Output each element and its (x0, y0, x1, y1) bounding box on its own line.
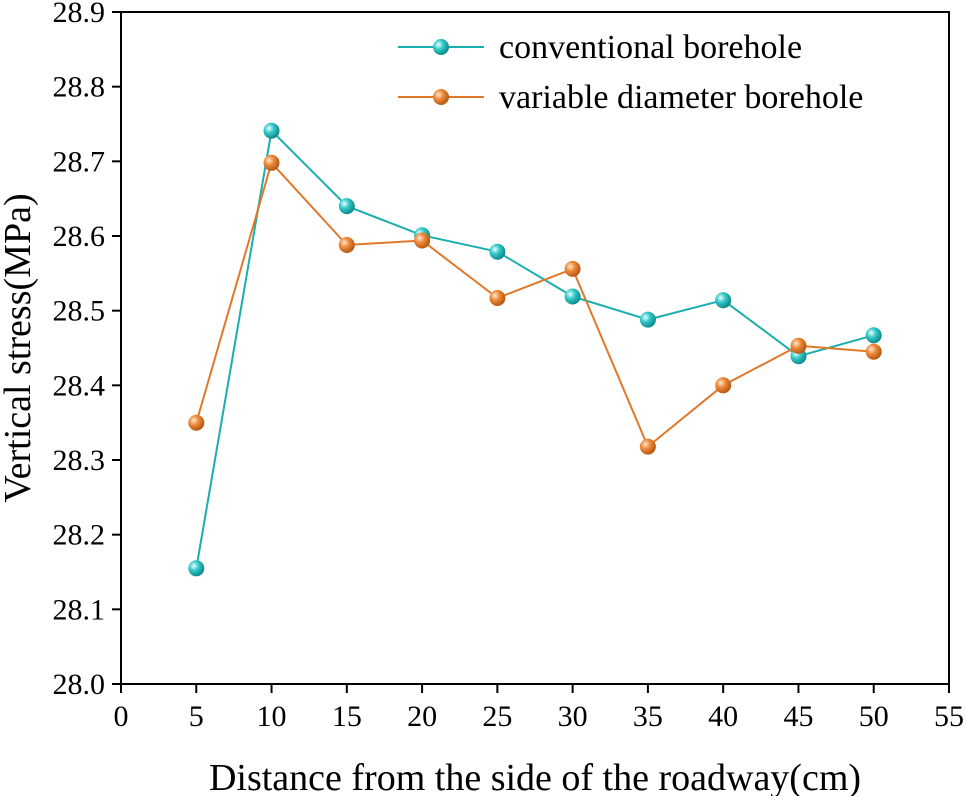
x-tick-label: 10 (257, 700, 287, 733)
data-point-variable-45 (790, 337, 807, 354)
y-tick-label: 28.1 (53, 593, 106, 626)
x-tick-label: 25 (482, 700, 512, 733)
data-point-variable-40 (715, 377, 732, 394)
x-tick-label: 15 (332, 700, 362, 733)
data-point-variable-5 (188, 414, 205, 431)
data-point-conventional-30 (564, 288, 581, 305)
data-point-variable-25 (489, 290, 506, 306)
data-point-variable-15 (338, 237, 355, 253)
data-point-variable-20 (414, 232, 431, 249)
data-point-conventional-35 (639, 311, 656, 328)
x-tick-label: 5 (189, 700, 204, 733)
x-tick-label: 35 (633, 700, 663, 733)
data-point-conventional-5 (188, 560, 205, 577)
x-axis-title: Distance from the side of the roadway(cm… (209, 757, 861, 796)
y-tick-label: 28.4 (53, 369, 106, 402)
data-point-conventional-40 (715, 292, 732, 309)
data-point-variable-30 (564, 260, 581, 277)
x-tick-label: 45 (783, 700, 813, 733)
series-line-variable (195, 161, 874, 448)
y-tick-label: 28.7 (53, 145, 106, 178)
legend-marker-variable (433, 89, 449, 105)
data-point-variable-50 (865, 343, 882, 360)
x-tick-label: 30 (558, 700, 588, 733)
y-axis: 28.0 28.1 28.2 28.3 28.4 28.5 28.6 28.7 28.8 28.9 (53, 0, 121, 701)
x-tick-label: 40 (708, 700, 738, 733)
data-point-conventional-50 (865, 327, 882, 344)
x-tick-label: 50 (859, 700, 889, 733)
legend: conventional borehole variable diameter … (398, 29, 863, 116)
y-tick-label: 28.8 (53, 71, 106, 104)
data-point-conventional-10 (263, 122, 280, 139)
y-tick-label: 28.9 (53, 0, 106, 29)
y-tick-label: 28.2 (53, 519, 106, 552)
y-tick-label: 28.6 (53, 220, 106, 253)
y-tick-label: 28.3 (53, 444, 106, 477)
data-point-variable-35 (639, 438, 656, 455)
y-tick-label: 28.0 (53, 668, 106, 701)
x-tick-label: 20 (407, 700, 437, 733)
series-layer (188, 122, 882, 577)
plot-frame (120, 11, 950, 685)
series-line-conventional (195, 129, 874, 569)
x-axis: 0 5 10 15 20 25 30 35 40 45 50 55 (114, 684, 964, 733)
legend-label-conventional: conventional borehole (499, 29, 802, 66)
y-tick-label: 28.5 (53, 295, 106, 328)
x-tick-label: 0 (114, 700, 129, 733)
legend-label-variable: variable diameter borehole (499, 79, 863, 116)
data-point-variable-10 (263, 154, 280, 171)
x-tick-label: 55 (934, 700, 964, 733)
data-point-conventional-25 (489, 243, 506, 260)
y-axis-title: Vertical stress(MPa) (0, 193, 39, 502)
legend-marker-conventional (433, 39, 449, 55)
data-point-conventional-15 (338, 198, 355, 215)
